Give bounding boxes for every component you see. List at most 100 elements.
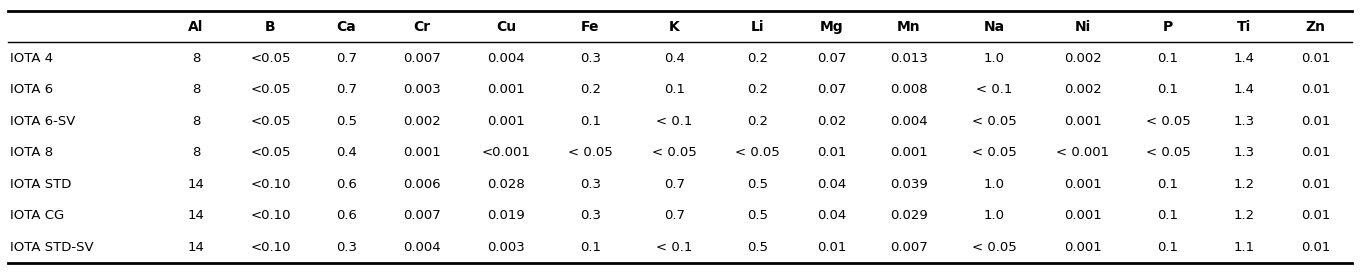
- Text: 1.0: 1.0: [983, 178, 1005, 191]
- Text: Cr: Cr: [413, 20, 431, 34]
- Text: 0.013: 0.013: [889, 52, 928, 65]
- Text: 0.7: 0.7: [664, 209, 685, 222]
- Text: 0.1: 0.1: [664, 83, 685, 96]
- Text: 0.01: 0.01: [817, 241, 846, 254]
- Text: 14: 14: [188, 209, 204, 222]
- Text: 1.4: 1.4: [1234, 83, 1254, 96]
- Text: IOTA 4: IOTA 4: [10, 52, 53, 65]
- Text: 0.5: 0.5: [336, 115, 356, 128]
- Text: 8: 8: [192, 83, 200, 96]
- Text: 0.1: 0.1: [579, 115, 601, 128]
- Text: 0.2: 0.2: [747, 115, 767, 128]
- Text: IOTA 8: IOTA 8: [10, 146, 53, 159]
- Text: 0.004: 0.004: [487, 52, 525, 65]
- Text: 0.001: 0.001: [1064, 178, 1102, 191]
- Text: < 0.05: < 0.05: [651, 146, 696, 159]
- Text: 0.004: 0.004: [403, 241, 441, 254]
- Text: < 0.05: < 0.05: [972, 146, 1016, 159]
- Text: 0.4: 0.4: [664, 52, 685, 65]
- Text: 0.3: 0.3: [336, 241, 356, 254]
- Text: 0.01: 0.01: [1300, 241, 1330, 254]
- Text: 0.01: 0.01: [1300, 178, 1330, 191]
- Text: 0.7: 0.7: [336, 52, 356, 65]
- Text: < 0.05: < 0.05: [972, 115, 1016, 128]
- Text: 1.2: 1.2: [1234, 209, 1254, 222]
- Text: Li: Li: [751, 20, 764, 34]
- Text: 0.008: 0.008: [889, 83, 928, 96]
- Text: 0.1: 0.1: [579, 241, 601, 254]
- Text: 0.029: 0.029: [889, 209, 928, 222]
- Text: 0.2: 0.2: [579, 83, 601, 96]
- Text: 0.01: 0.01: [1300, 209, 1330, 222]
- Text: B: B: [265, 20, 276, 34]
- Text: Fe: Fe: [581, 20, 600, 34]
- Text: 14: 14: [188, 241, 204, 254]
- Text: 0.01: 0.01: [1300, 83, 1330, 96]
- Text: <0.05: <0.05: [250, 115, 291, 128]
- Text: IOTA STD: IOTA STD: [10, 178, 71, 191]
- Text: < 0.05: < 0.05: [972, 241, 1016, 254]
- Text: 1.0: 1.0: [983, 209, 1005, 222]
- Text: 0.5: 0.5: [747, 241, 767, 254]
- Text: 0.01: 0.01: [1300, 52, 1330, 65]
- Text: Ti: Ti: [1236, 20, 1251, 34]
- Text: Na: Na: [983, 20, 1005, 34]
- Text: 8: 8: [192, 115, 200, 128]
- Text: < 0.1: < 0.1: [657, 241, 692, 254]
- Text: 0.028: 0.028: [487, 178, 525, 191]
- Text: Al: Al: [189, 20, 204, 34]
- Text: 0.007: 0.007: [889, 241, 928, 254]
- Text: 0.001: 0.001: [889, 146, 928, 159]
- Text: 0.1: 0.1: [1157, 52, 1179, 65]
- Text: 0.01: 0.01: [1300, 146, 1330, 159]
- Text: 0.1: 0.1: [1157, 241, 1179, 254]
- Text: <0.001: <0.001: [481, 146, 530, 159]
- Text: 0.001: 0.001: [1064, 209, 1102, 222]
- Text: <0.10: <0.10: [250, 178, 291, 191]
- Text: < 0.1: < 0.1: [657, 115, 692, 128]
- Text: < 0.05: < 0.05: [734, 146, 779, 159]
- Text: 14: 14: [188, 178, 204, 191]
- Text: 1.4: 1.4: [1234, 52, 1254, 65]
- Text: 0.039: 0.039: [889, 178, 928, 191]
- Text: 0.3: 0.3: [579, 209, 601, 222]
- Text: P: P: [1163, 20, 1174, 34]
- Text: <0.05: <0.05: [250, 146, 291, 159]
- Text: < 0.001: < 0.001: [1055, 146, 1110, 159]
- Text: 0.002: 0.002: [1064, 52, 1102, 65]
- Text: 0.003: 0.003: [487, 241, 525, 254]
- Text: 1.2: 1.2: [1234, 178, 1254, 191]
- Text: IOTA 6: IOTA 6: [10, 83, 53, 96]
- Text: Ni: Ni: [1074, 20, 1091, 34]
- Text: <0.10: <0.10: [250, 209, 291, 222]
- Text: 1.3: 1.3: [1234, 146, 1254, 159]
- Text: 0.2: 0.2: [747, 83, 767, 96]
- Text: 0.001: 0.001: [487, 115, 525, 128]
- Text: < 0.05: < 0.05: [1145, 146, 1190, 159]
- Text: 0.002: 0.002: [1064, 83, 1102, 96]
- Text: 0.5: 0.5: [747, 209, 767, 222]
- Text: <0.05: <0.05: [250, 83, 291, 96]
- Text: <0.10: <0.10: [250, 241, 291, 254]
- Text: 0.2: 0.2: [747, 52, 767, 65]
- Text: 0.01: 0.01: [1300, 115, 1330, 128]
- Text: 1.1: 1.1: [1234, 241, 1254, 254]
- Text: 0.002: 0.002: [403, 115, 441, 128]
- Text: IOTA STD-SV: IOTA STD-SV: [10, 241, 92, 254]
- Text: IOTA 6-SV: IOTA 6-SV: [10, 115, 75, 128]
- Text: 0.02: 0.02: [817, 115, 846, 128]
- Text: 0.019: 0.019: [487, 209, 525, 222]
- Text: 0.6: 0.6: [336, 209, 356, 222]
- Text: 0.6: 0.6: [336, 178, 356, 191]
- Text: 0.004: 0.004: [889, 115, 928, 128]
- Text: 0.07: 0.07: [817, 83, 846, 96]
- Text: 0.04: 0.04: [817, 209, 846, 222]
- Text: 0.1: 0.1: [1157, 83, 1179, 96]
- Text: 0.7: 0.7: [664, 178, 685, 191]
- Text: 0.07: 0.07: [817, 52, 846, 65]
- Text: K: K: [669, 20, 680, 34]
- Text: < 0.05: < 0.05: [1145, 115, 1190, 128]
- Text: 0.1: 0.1: [1157, 178, 1179, 191]
- Text: Mn: Mn: [896, 20, 921, 34]
- Text: Zn: Zn: [1306, 20, 1326, 34]
